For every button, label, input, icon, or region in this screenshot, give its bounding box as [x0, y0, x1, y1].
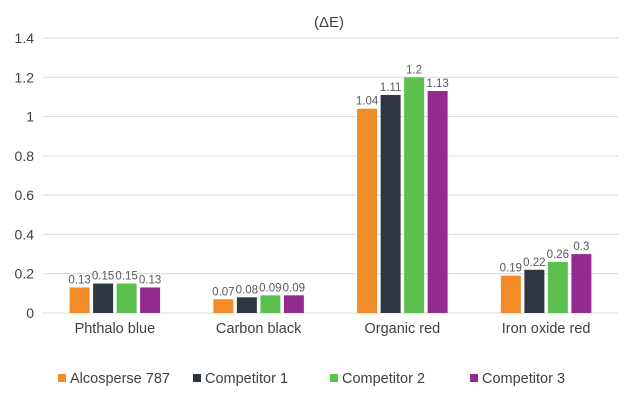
y-axis-ticks: 0 0.2 0.4 0.6 0.8 1 1.2 1.4: [15, 30, 35, 321]
data-labels: 0.13 0.15 0.15 0.130.07 0.08 0.09 0.091.041.11…: [68, 64, 589, 298]
x-category-label: Phthalo blue: [75, 321, 156, 337]
bars: [69, 77, 592, 314]
x-category-label: Organic red: [364, 321, 440, 337]
data-label: 1.04: [356, 96, 379, 108]
x-category-label: Iron oxide red: [502, 321, 591, 337]
legend-label: Competitor 2: [342, 371, 425, 387]
bar: [93, 283, 114, 313]
data-label: 0.09: [283, 282, 305, 294]
legend-label: Alcosperse 787: [70, 371, 170, 387]
y-tick-label: 0.8: [15, 148, 35, 164]
data-label: 0.22: [523, 257, 545, 269]
y-tick-label: 1.2: [15, 69, 35, 85]
x-axis-categories: Phthalo blue Carbon black Organic red Iron …: [75, 321, 591, 337]
bar: [547, 261, 568, 313]
legend-swatch: [193, 374, 201, 382]
bar: [140, 287, 161, 313]
legend-swatch: [330, 374, 338, 382]
legend-label: Competitor 1: [205, 371, 288, 387]
data-label: 0.07: [212, 286, 234, 298]
y-tick-label: 0.6: [15, 187, 35, 203]
y-tick-label: 1.4: [15, 30, 35, 46]
data-label: 0.19: [500, 263, 522, 275]
bar: [427, 91, 448, 314]
data-label: 1.11: [380, 82, 402, 94]
y-tick-label: 0.2: [15, 266, 35, 282]
legend-swatch: [470, 374, 478, 382]
data-label: 0.08: [236, 284, 258, 296]
bar: [571, 254, 592, 313]
data-label: 0.3: [573, 241, 589, 253]
legend: Alcosperse 787 Competitor 1 Competitor 2 Co…: [58, 371, 565, 387]
legend-label: Competitor 3: [482, 371, 565, 387]
bar: [404, 77, 425, 314]
gridlines: [43, 37, 618, 314]
data-label: 0.13: [68, 274, 90, 286]
bar: [500, 275, 521, 313]
data-label: 0.15: [115, 271, 137, 283]
chart-title: (ΔE): [314, 14, 344, 31]
bar: [283, 295, 304, 313]
data-label: 0.15: [92, 271, 114, 283]
bar: [116, 283, 137, 313]
bar: [236, 297, 257, 313]
legend-swatch: [58, 374, 66, 382]
data-label: 0.09: [259, 282, 281, 294]
bar: [380, 94, 401, 313]
bar: [213, 299, 234, 313]
y-tick-label: 0.4: [15, 226, 35, 242]
bar: [524, 269, 545, 313]
bar: [69, 287, 90, 313]
data-label: 0.26: [547, 249, 569, 261]
bar: [357, 108, 378, 313]
data-label: 1.13: [426, 78, 448, 90]
y-tick-label: 1: [26, 109, 34, 125]
data-label: 1.2: [406, 64, 422, 76]
y-tick-label: 0: [26, 305, 34, 321]
data-label: 0.13: [139, 274, 161, 286]
bar: [260, 295, 281, 313]
x-category-label: Carbon black: [216, 321, 302, 337]
